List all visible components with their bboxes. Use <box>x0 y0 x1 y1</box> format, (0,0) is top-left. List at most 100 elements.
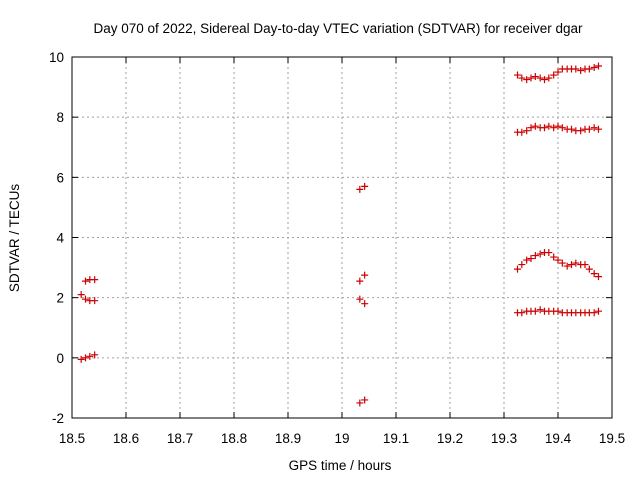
x-tick-label: 19.1 <box>383 431 409 446</box>
data-point <box>514 71 521 79</box>
y-tick-label: 2 <box>56 291 64 306</box>
series-sat-f <box>356 295 369 308</box>
data-point <box>536 74 544 82</box>
x-tick-label: 18.9 <box>275 431 301 446</box>
data-point <box>91 351 99 359</box>
data-point <box>531 122 539 130</box>
y-tick-label: -2 <box>52 411 64 426</box>
data-point <box>518 261 526 269</box>
chart-title: Day 070 of 2022, Sidereal Day-to-day VTE… <box>94 21 583 36</box>
data-point <box>82 295 89 303</box>
data-point <box>518 128 526 136</box>
series-sat-g <box>356 396 369 407</box>
y-tick-labels: -2 0 2 4 6 8 10 <box>49 50 65 426</box>
y-tick-label: 4 <box>56 231 64 246</box>
x-tick-label: 19 <box>334 431 349 446</box>
data-point <box>554 256 562 264</box>
series-sat-i <box>514 122 602 136</box>
data-point <box>585 65 593 73</box>
data-point <box>577 67 585 75</box>
series-sat-a <box>77 276 99 299</box>
data-point <box>577 127 585 135</box>
data-point <box>527 74 535 82</box>
data-point <box>550 253 558 261</box>
data-point <box>595 125 602 133</box>
data-point <box>523 256 531 264</box>
data-point <box>77 291 85 299</box>
data-point <box>595 307 602 315</box>
data-point <box>356 295 364 303</box>
x-tick-label: 19.3 <box>491 431 517 446</box>
y-tick-label: 10 <box>49 50 64 65</box>
y-axis-label: SDTVAR / TECUs <box>7 184 22 293</box>
data-point <box>518 309 526 317</box>
data-point <box>572 65 580 73</box>
data-point <box>545 74 553 82</box>
data-point <box>531 73 539 81</box>
data-point <box>356 185 364 193</box>
data-point <box>585 125 593 133</box>
points-layer <box>77 62 602 407</box>
data-point <box>86 352 94 360</box>
x-tick-label: 18.7 <box>167 431 193 446</box>
data-point <box>595 273 602 281</box>
data-point <box>554 68 562 76</box>
data-point <box>361 271 369 279</box>
series-sat-j <box>514 249 602 281</box>
x-axis-label: GPS time / hours <box>289 458 392 473</box>
x-tick-label: 19.5 <box>599 431 625 446</box>
data-point <box>572 259 580 267</box>
data-point <box>545 122 553 130</box>
series-sat-b <box>82 295 99 305</box>
data-point <box>581 261 589 269</box>
data-point <box>82 354 89 362</box>
ticks-layer <box>71 56 613 419</box>
data-point <box>554 307 562 315</box>
data-point <box>554 122 562 130</box>
data-point <box>531 252 539 260</box>
data-point <box>356 399 364 407</box>
data-point <box>585 265 593 273</box>
data-point <box>361 300 369 308</box>
y-tick-label: 8 <box>56 110 64 125</box>
data-point <box>590 64 598 72</box>
data-point <box>558 124 566 132</box>
data-point <box>527 124 535 132</box>
data-point <box>77 355 85 363</box>
series-sat-h <box>514 62 602 84</box>
x-tick-label: 18.6 <box>113 431 139 446</box>
data-point <box>361 182 369 190</box>
data-point <box>590 270 598 278</box>
data-point <box>595 62 602 70</box>
x-tick-label: 18.5 <box>59 431 85 446</box>
data-point <box>91 276 99 284</box>
x-tick-label: 19.4 <box>545 431 572 446</box>
y-tick-label: 0 <box>56 351 64 366</box>
x-tick-labels: 18.5 18.6 18.7 18.8 18.9 19 19.1 19.2 19.3 19.4 19… <box>59 431 625 446</box>
data-point <box>356 277 364 285</box>
data-point <box>523 76 531 84</box>
data-point <box>545 249 553 257</box>
data-point <box>82 277 89 285</box>
x-tick-label: 19.2 <box>437 431 463 446</box>
data-point <box>361 396 369 404</box>
y-tick-label: 6 <box>56 170 64 185</box>
grid-layer <box>72 57 612 418</box>
data-point <box>536 306 544 314</box>
x-tick-label: 18.8 <box>221 431 247 446</box>
series-sat-c <box>77 351 99 363</box>
data-point <box>536 250 544 258</box>
data-point <box>91 297 99 305</box>
data-point <box>550 124 558 132</box>
data-point <box>518 74 526 82</box>
data-point <box>523 127 531 135</box>
data-point <box>563 262 571 270</box>
data-point <box>514 265 521 273</box>
data-point <box>568 125 575 133</box>
data-point <box>590 309 598 317</box>
data-point <box>550 71 558 79</box>
data-point <box>541 76 548 84</box>
data-point <box>568 261 575 269</box>
series-sat-d <box>356 182 369 193</box>
